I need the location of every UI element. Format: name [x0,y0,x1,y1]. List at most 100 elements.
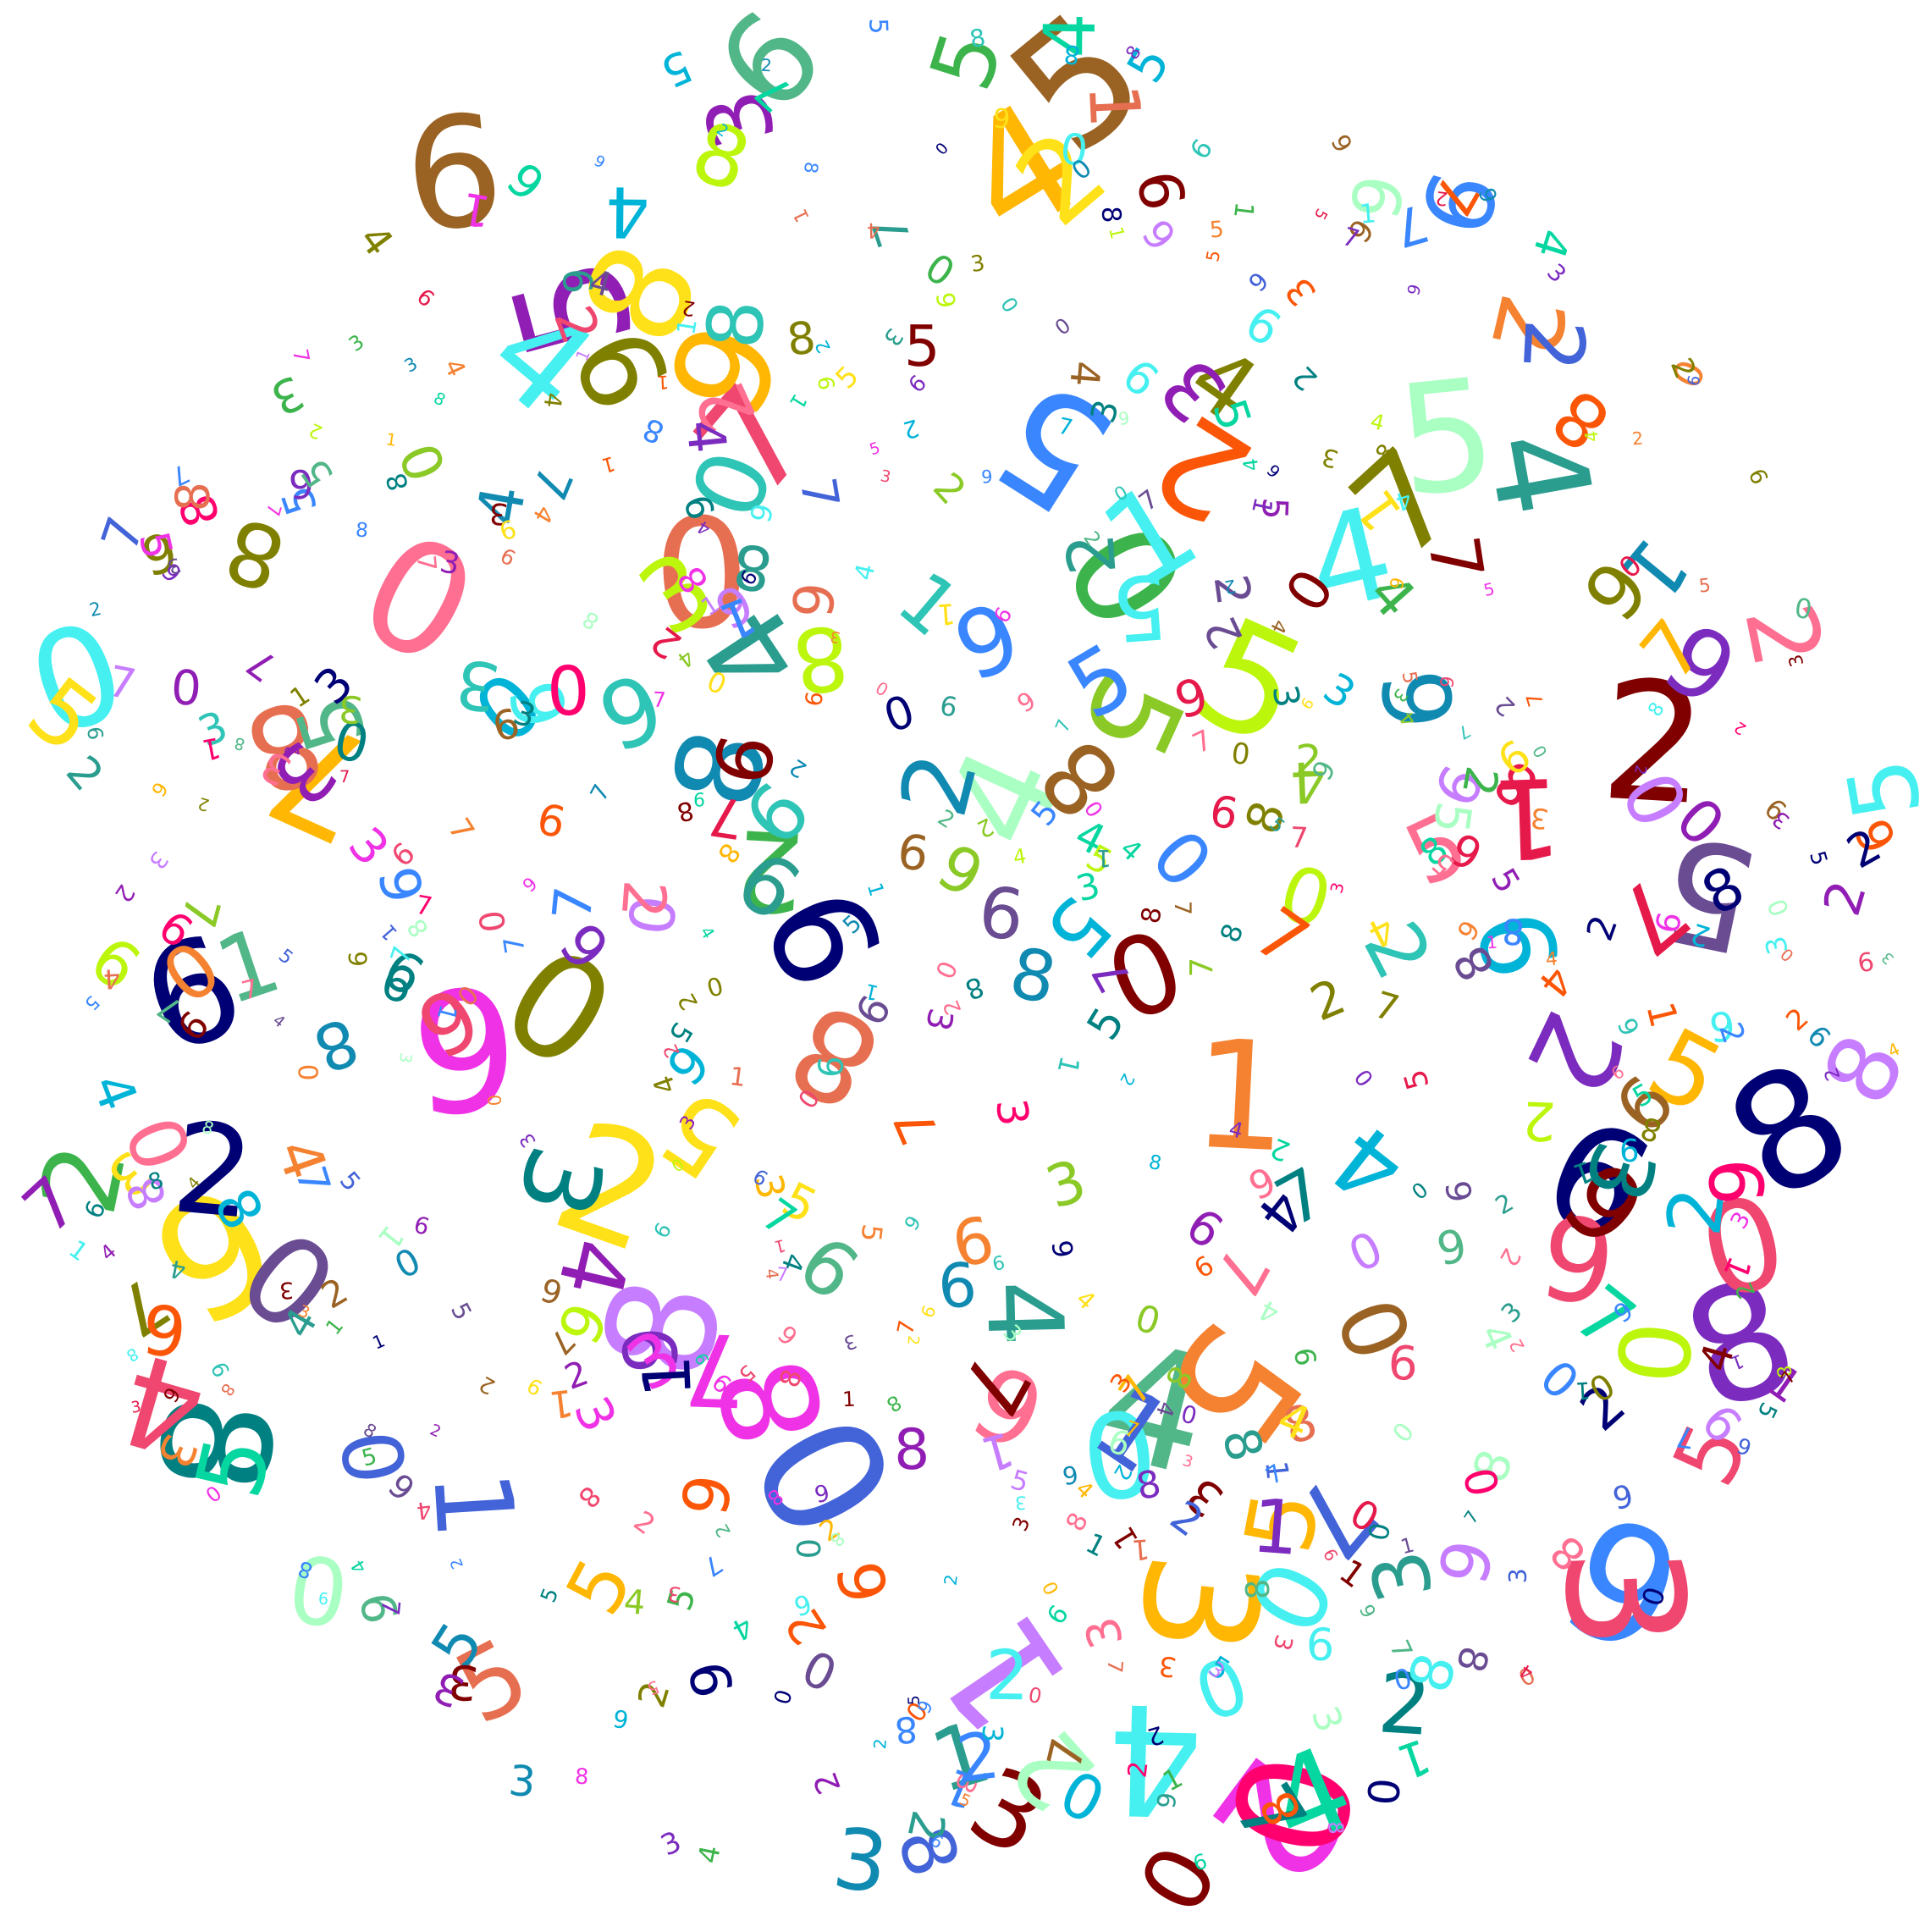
digit-glyph: 3 [344,329,368,356]
digit-glyph: 2 [1285,358,1325,397]
digit-glyph: 4 [866,218,880,243]
digit-glyph: 7 [1182,957,1221,978]
digit-glyph: 8 [381,468,416,494]
digit-glyph: 0 [767,1686,796,1708]
digit-glyph: 3 [143,846,174,874]
digit-glyph: 3 [1015,1491,1027,1513]
digit-glyph: 9 [412,282,441,312]
digit-glyph: 0 [1117,1827,1236,1929]
digit-glyph: 4 [79,1065,150,1119]
digit-glyph: 9 [937,687,960,721]
digit-glyph: 9 [518,873,542,897]
digit-glyph: 1 [371,1218,412,1256]
digit-glyph: 5 [1310,205,1331,224]
digit-glyph: 2 [627,1504,662,1542]
digit-glyph: 4 [1238,456,1264,472]
digit-glyph: 8 [231,732,247,755]
digit-glyph: 2 [711,1519,736,1541]
digit-glyph: 2 [760,54,773,76]
digit-glyph: 1 [598,450,618,477]
digit-glyph: 3 [506,1755,538,1808]
digit-glyph: 1 [656,370,670,393]
digit-glyph: 3 [395,1051,416,1065]
digit-glyph: 7 [410,554,442,573]
digit-glyph: 5 [903,313,940,380]
digit-glyph: 9 [1242,267,1275,298]
digit-glyph: 0 [1385,1415,1419,1447]
digit-glyph: 3 [1503,1567,1532,1584]
digit-glyph: 2 [806,1767,849,1800]
digit-glyph: 5 [1698,575,1713,598]
digit-glyph: 9 [894,820,933,880]
digit-glyph: 0 [472,908,515,936]
digit-glyph: 2 [899,412,923,444]
digit-glyph: 6 [980,465,994,487]
digit-glyph: 6 [823,1554,904,1609]
digit-glyph: 5 [1482,861,1528,900]
digit-glyph: 0 [544,651,591,731]
digit-glyph: 3 [1038,1147,1095,1223]
digit-glyph: 0 [168,660,203,717]
digit-glyph: 5 [904,1694,924,1706]
digit-glyph: 3 [1007,1513,1035,1535]
digit-glyph: 6 [1742,465,1773,489]
digit-glyph: 2 [1493,1242,1527,1272]
digit-glyph: 7 [1411,531,1498,588]
digit-glyph: 0 [790,1537,830,1560]
digit-glyph: 2 [1730,716,1750,738]
digit-glyph: 9 [591,152,609,173]
digit-glyph: 3 [1542,257,1573,288]
digit-glyph: 7 [287,346,315,365]
digit-glyph: 5 [1481,579,1497,601]
digit-glyph: 7 [1369,984,1404,1032]
digit-glyph: 8 [1146,1151,1164,1176]
digit-glyph: 8 [784,312,819,367]
digit-glyph: 9 [148,779,174,802]
digit-glyph: 5 [444,1298,477,1325]
digit-glyph: 0 [794,1637,847,1702]
digit-glyph: 4 [102,962,121,994]
digit-glyph: 9 [1855,944,1877,977]
digit-glyph: 1 [320,1313,349,1339]
digit-glyph: 6 [532,792,571,848]
digit-glyph: 2 [938,996,967,1018]
digit-glyph: 4 [604,170,651,253]
digit-glyph: 4 [622,1582,647,1624]
digit-glyph: 1 [1073,81,1156,130]
digit-glyph: 9 [1305,1616,1336,1669]
digit-glyph: 9 [1124,164,1201,217]
digit-glyph: 1 [409,1466,538,1543]
digit-glyph: 8 [637,411,670,450]
digit-glyph: 6 [1287,1344,1323,1369]
digit-glyph: 0 [1229,733,1253,770]
digit-glyph: 0 [1357,1776,1409,1808]
digit-glyph: 3 [279,1276,295,1303]
digit-glyph: 2 [306,418,326,444]
digit-glyph: 8 [825,1526,849,1551]
digit-glyph: 9 [900,1212,926,1235]
digit-glyph: 4 [414,1495,433,1525]
digit-glyph: 7 [375,1598,405,1618]
digit-glyph: 0 [483,1093,505,1107]
digit-glyph: 2 [1630,428,1644,450]
digit-glyph: 6 [1439,1178,1481,1206]
digit-glyph: 3 [878,466,892,488]
digit-glyph: 4 [1059,359,1109,389]
digit-glyph: 4 [962,1278,1085,1349]
digit-glyph: 9 [137,1290,190,1374]
digit-glyph: 9 [396,74,511,261]
digit-glyph: 8 [577,604,604,634]
digit-glyph: 2 [108,879,141,908]
digit-glyph: 9 [495,152,554,213]
digit-glyph: 2 [195,793,212,816]
digit-glyph: 4 [1311,1102,1426,1226]
digit-glyph: 4 [848,560,881,584]
digit-glyph: 5 [1208,215,1225,244]
digit-glyph: 8 [574,1764,590,1791]
digit-glyph: 2 [1489,690,1521,722]
digit-glyph: 2 [1520,1089,1558,1152]
digit-glyph: 6 [812,1055,852,1079]
digit-glyph: 4 [726,1609,758,1648]
digit-glyph: 8 [1095,205,1127,224]
